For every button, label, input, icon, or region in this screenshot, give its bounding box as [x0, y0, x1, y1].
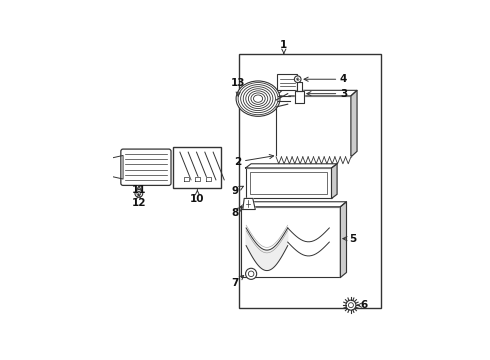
Polygon shape: [195, 177, 200, 181]
Polygon shape: [314, 157, 319, 164]
Text: 6: 6: [357, 300, 368, 310]
Polygon shape: [276, 94, 288, 107]
Bar: [245, 168, 332, 198]
Polygon shape: [319, 157, 324, 164]
Circle shape: [245, 268, 257, 279]
Text: 8: 8: [231, 207, 243, 218]
Polygon shape: [292, 157, 297, 164]
Bar: [276, 96, 351, 157]
Polygon shape: [243, 198, 255, 210]
Polygon shape: [276, 90, 357, 96]
Text: 7: 7: [231, 275, 244, 288]
Polygon shape: [341, 202, 346, 278]
Text: 5: 5: [343, 234, 357, 244]
Text: 2: 2: [234, 154, 273, 167]
Circle shape: [294, 76, 301, 82]
Polygon shape: [335, 157, 340, 164]
Polygon shape: [332, 164, 337, 198]
Polygon shape: [351, 90, 357, 157]
Circle shape: [348, 303, 353, 308]
Polygon shape: [241, 202, 346, 207]
Text: 1: 1: [280, 40, 288, 53]
Polygon shape: [281, 157, 287, 164]
Polygon shape: [206, 177, 211, 181]
Polygon shape: [111, 156, 123, 179]
Bar: [173, 147, 221, 188]
Text: 10: 10: [190, 190, 205, 204]
Text: 13: 13: [231, 77, 245, 96]
Polygon shape: [308, 157, 314, 164]
Bar: [241, 207, 341, 278]
Text: 12: 12: [132, 194, 146, 208]
Polygon shape: [345, 157, 351, 164]
Polygon shape: [330, 157, 335, 164]
Polygon shape: [297, 157, 303, 164]
Circle shape: [137, 192, 141, 195]
Circle shape: [135, 190, 143, 197]
Polygon shape: [246, 228, 288, 271]
Polygon shape: [184, 177, 189, 181]
Polygon shape: [295, 91, 304, 103]
Text: 3: 3: [307, 89, 347, 99]
Ellipse shape: [236, 81, 280, 116]
Text: 4: 4: [304, 74, 347, 84]
Text: 9: 9: [232, 186, 244, 196]
Polygon shape: [287, 157, 292, 164]
Bar: [239, 54, 381, 308]
Text: 11: 11: [132, 185, 146, 195]
Polygon shape: [324, 157, 330, 164]
FancyBboxPatch shape: [121, 149, 171, 185]
Circle shape: [248, 271, 254, 276]
Bar: [277, 74, 297, 90]
Bar: [250, 172, 327, 194]
Polygon shape: [297, 82, 302, 91]
Polygon shape: [340, 157, 345, 164]
Polygon shape: [276, 157, 281, 164]
Polygon shape: [245, 164, 337, 168]
Polygon shape: [303, 157, 308, 164]
Circle shape: [346, 300, 356, 310]
